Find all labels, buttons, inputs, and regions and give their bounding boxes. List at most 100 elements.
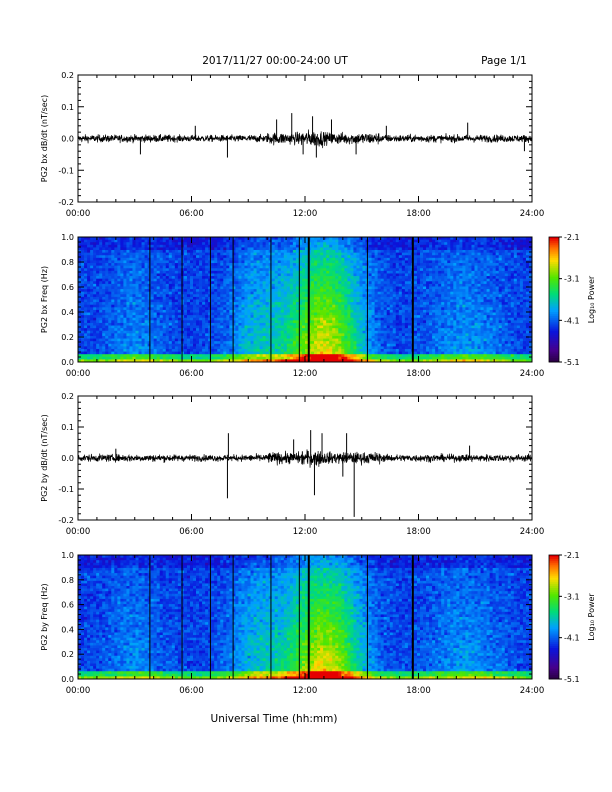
bx-spectrogram-cell: [371, 273, 376, 277]
bx-spectrogram-cell: [159, 322, 164, 326]
bx-spectrogram-cell: [226, 351, 230, 355]
bx-spectrogram-cell: [265, 250, 270, 254]
bx-spectrogram-cell: [144, 281, 149, 285]
bx-spectrogram-cell: [338, 354, 342, 358]
bx-spectrogram-cell: [253, 317, 257, 321]
bx-spectrogram-cell: [353, 242, 357, 246]
bx-spectrogram-cell: [350, 333, 354, 337]
bx-spectrogram-cell: [220, 296, 224, 300]
bx-spectrogram-cell: [314, 312, 318, 316]
bx-spectrogram-cell: [168, 242, 173, 246]
bx-spectrogram-cell: [150, 286, 155, 290]
bx-spectrogram-cell: [138, 309, 142, 313]
bx-spectrogram-cell: [193, 273, 197, 277]
bx-spectrogram-cell: [244, 320, 248, 324]
bx-spectrogram-cell: [174, 276, 179, 280]
bx-spectrogram-cell: [295, 242, 300, 246]
bx-spectrogram-cell: [320, 304, 324, 308]
bx-spectrogram-cell: [111, 247, 115, 251]
bx-spectrogram-cell: [283, 320, 288, 324]
bx-spectrogram-cell: [223, 250, 227, 254]
bx-spectrogram-cell: [126, 341, 130, 345]
bx-spectrogram-cell: [81, 343, 85, 347]
bx-spectrogram-cell: [147, 307, 152, 311]
bx-spectrogram-cell: [223, 278, 227, 282]
bx-spectrogram-cell: [108, 328, 112, 332]
bx-spectrogram-cell: [186, 317, 191, 321]
bx-spectrogram-cell: [247, 346, 251, 350]
bx-spectrogram-cell: [81, 320, 85, 324]
bx-spectrogram-cell: [320, 328, 324, 332]
bx-spectrogram-cell: [199, 291, 203, 295]
bx-spectrogram-cell: [153, 320, 158, 324]
bx-spectrogram-cell: [289, 276, 294, 280]
bx-spectrogram-cell: [202, 315, 206, 319]
bx-spectrogram-cell: [320, 309, 324, 313]
bx-spectrogram-cell: [301, 255, 306, 259]
bx-spectrogram-cell: [90, 307, 94, 311]
bx-spectrogram-cell: [205, 276, 209, 280]
bx-spectrogram-cell: [162, 273, 167, 277]
bx-spectrogram-cell: [90, 289, 94, 293]
bx-spectrogram-cell: [174, 348, 179, 352]
bx-spectrogram-cell: [147, 341, 152, 345]
bx-waveform-x-tick-label: 18:00: [406, 209, 431, 219]
bx-spectrogram-cell: [277, 289, 282, 293]
bx-spectrogram-cell: [196, 252, 200, 256]
bx-spectrogram-cell: [199, 263, 203, 267]
bx-spectrogram-cell: [132, 320, 136, 324]
bx-spectrogram-cell: [111, 302, 115, 306]
bx-spectrogram-cell: [311, 255, 315, 259]
bx-spectrogram-cell: [105, 265, 109, 269]
bx-spectrogram-cell: [102, 247, 106, 251]
bx-spectrogram-cell: [214, 281, 218, 285]
bx-spectrogram-cell: [183, 343, 188, 347]
bx-spectrogram-cell: [220, 354, 224, 358]
bx-spectrogram-cell: [129, 289, 133, 293]
bx-spectrogram-cell: [380, 315, 385, 319]
bx-spectrogram-cell: [253, 276, 257, 280]
bx-spectrogram-cell: [99, 354, 103, 358]
bx-spectrogram-cell: [223, 315, 227, 319]
bx-spectrogram-cell: [177, 237, 182, 240]
bx-spectrogram-cell: [283, 247, 288, 251]
bx-spectrogram-cell: [114, 291, 118, 295]
bx-spectrogram-cell: [120, 304, 124, 308]
bx-spectrogram-cell: [232, 341, 236, 345]
bx-spectrogram-cell: [226, 283, 230, 287]
bx-spectrogram-cell: [183, 273, 188, 277]
bx-spectrogram-cell: [298, 325, 303, 329]
bx-spectrogram-cell: [277, 252, 282, 256]
bx-spectrogram-cell: [208, 299, 212, 303]
bx-spectrogram-cell: [359, 317, 363, 321]
bx-spectrogram-cell: [244, 328, 248, 332]
bx-spectrogram-cell: [350, 335, 354, 339]
bx-spectrogram-cell: [90, 356, 94, 360]
bx-spectrogram-cell: [174, 341, 179, 345]
bx-spectrogram-cell: [135, 341, 139, 345]
bx-spectrogram-cell: [186, 341, 191, 345]
bx-spectrogram-cell: [350, 265, 354, 269]
bx-spectrogram-cell: [359, 255, 363, 259]
bx-spectrogram-cell: [196, 270, 200, 274]
bx-spectrogram-cell: [96, 315, 100, 319]
bx-spectrogram-cell: [311, 335, 315, 339]
bx-spectrogram-cell: [374, 346, 379, 350]
bx-spectrogram-cell: [262, 286, 267, 290]
bx-spectrogram-cell: [344, 351, 348, 355]
bx-spectrogram-cell: [350, 354, 354, 358]
bx-spectrogram-cell: [256, 239, 260, 243]
bx-spectrogram-cell: [193, 346, 197, 350]
bx-spectrogram-cell: [114, 346, 118, 350]
bx-spectrogram-cell: [214, 250, 218, 254]
bx-spectrogram-cell: [271, 273, 276, 277]
bx-spectrogram-cell: [193, 257, 197, 261]
bx-spectrogram-cell: [247, 250, 251, 254]
bx-spectrogram-cell: [189, 244, 194, 248]
bx-spectrogram-cell: [193, 351, 197, 355]
bx-spectrogram-cell: [165, 257, 170, 261]
bx-spectrogram-cell: [193, 291, 197, 295]
bx-spectrogram-cell: [111, 346, 115, 350]
bx-spectrogram-cell: [193, 286, 197, 290]
bx-spectrogram-cell: [220, 239, 224, 243]
